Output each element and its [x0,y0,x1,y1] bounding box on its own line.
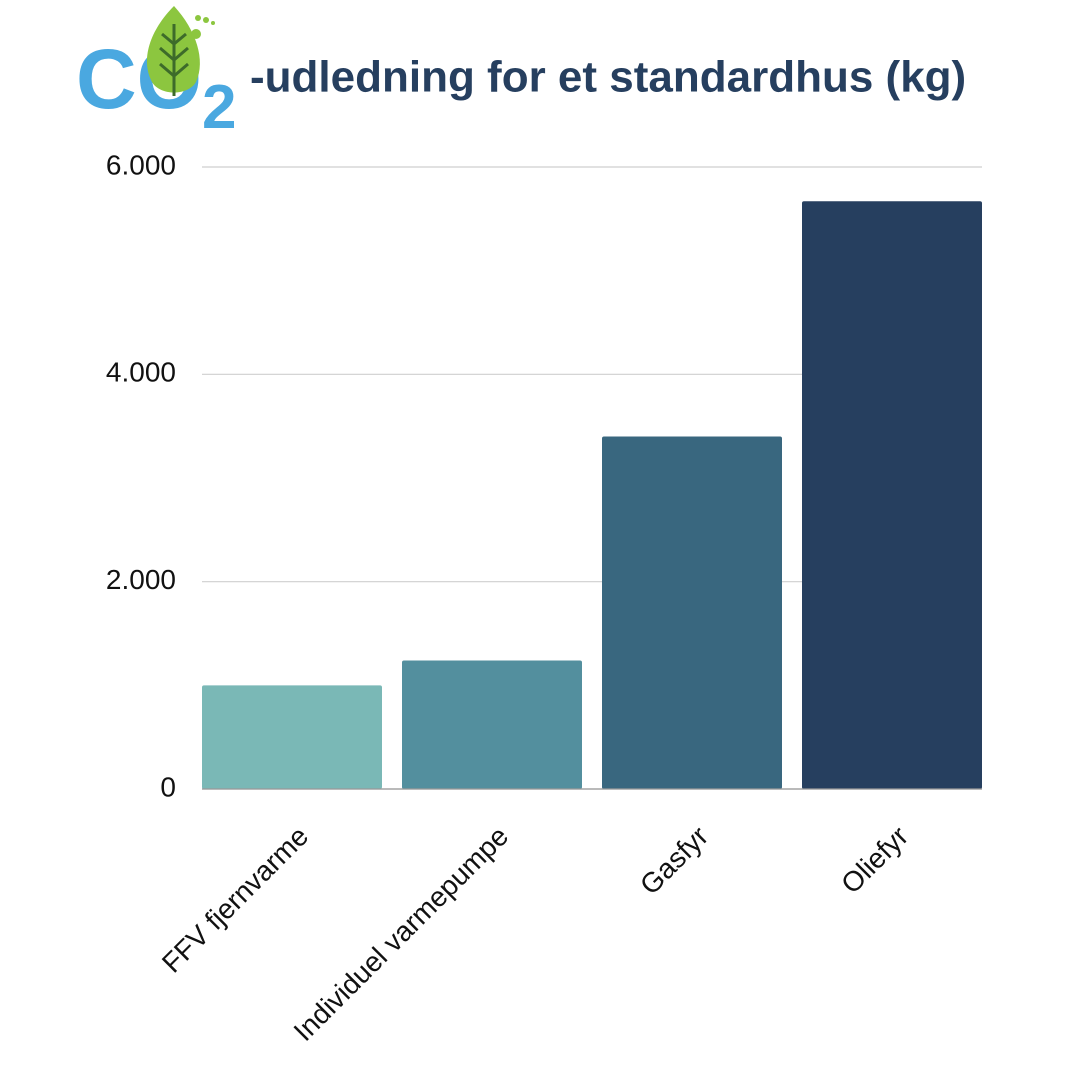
y-tick-label: 6.000 [106,149,176,180]
logo-dot [203,17,209,23]
x-tick-label: Oliefyr [835,820,914,899]
x-tick-label: Individuel varmepumpe [288,820,515,1047]
logo-dot [195,15,201,21]
x-tick-label: FFV fjernvarme [156,820,314,978]
logo-dot [211,21,215,25]
x-tick-label: Gasfyr [634,820,714,900]
y-tick-label: 0 [160,771,176,802]
bar [202,685,382,789]
bar [602,436,782,789]
logo: CO 2 [76,6,236,142]
logo-veins [159,24,189,96]
bar [802,201,982,789]
chart-title: -udledning for et standardhus (kg) [250,53,966,102]
y-tick-label: 2.000 [106,564,176,595]
logo-subscript: 2 [202,73,236,142]
y-tick-label: 4.000 [106,357,176,388]
logo-dot [191,29,201,39]
bar [402,660,582,789]
